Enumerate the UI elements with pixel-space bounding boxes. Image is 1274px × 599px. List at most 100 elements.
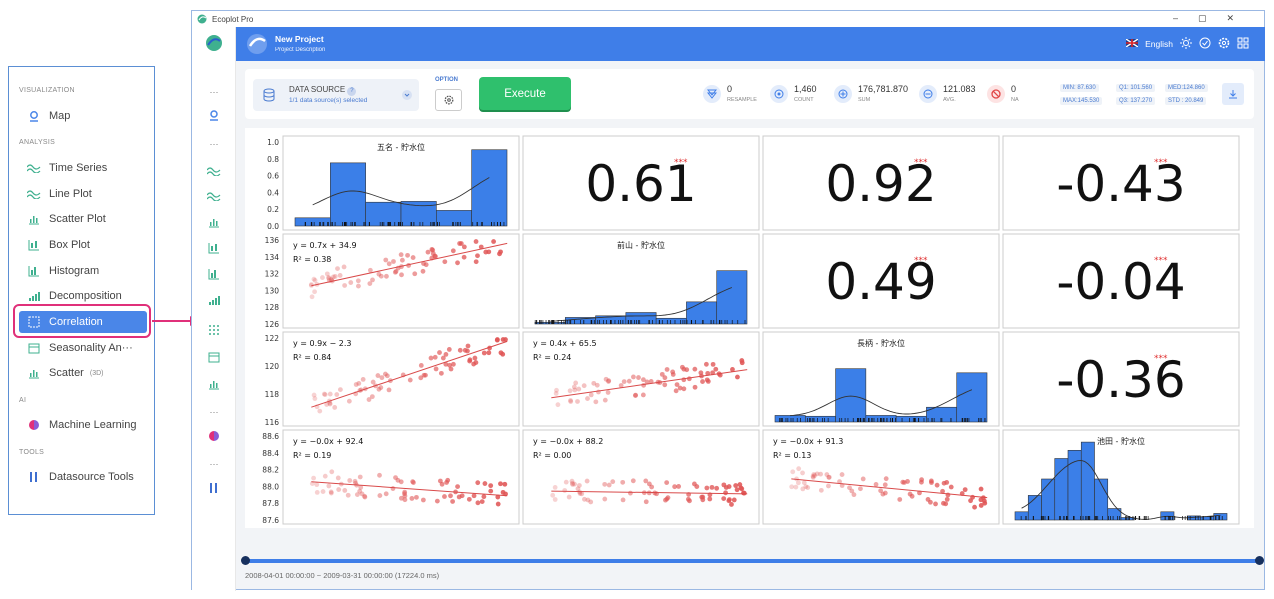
- histogram-bar: [294, 217, 331, 227]
- scatter-point: [360, 376, 366, 382]
- scatter-point: [553, 391, 559, 396]
- scatter-point: [851, 492, 857, 498]
- sidebar-item-histogram[interactable]: Histogram: [19, 260, 147, 282]
- sidebar-label: Correlation: [49, 316, 103, 328]
- scatter-point: [377, 493, 383, 498]
- scatter-point: [309, 294, 315, 300]
- scatter-point: [473, 259, 479, 265]
- plot-cell: [522, 135, 760, 231]
- scatter-point: [482, 481, 488, 486]
- sidebar-item-correlation[interactable]: Correlation: [19, 311, 147, 333]
- sidebar-item-map[interactable]: Map: [19, 105, 147, 127]
- scatter-point: [324, 271, 330, 277]
- scatter-point: [676, 484, 682, 489]
- histogram-bar: [471, 149, 508, 227]
- scatter-point: [402, 489, 408, 495]
- scatter-point: [457, 347, 463, 353]
- scatter-point: [314, 489, 320, 495]
- sun-icon[interactable]: [1180, 37, 1192, 51]
- scatter-point: [602, 397, 608, 403]
- datasource-selector[interactable]: DATA SOURCE ? 1/1 data source(s) selecte…: [253, 79, 419, 111]
- scatter-point: [826, 483, 831, 489]
- language-selector[interactable]: English: [1145, 39, 1173, 49]
- scatter-point: [398, 495, 404, 501]
- correlation-grid-icon[interactable]: [206, 323, 222, 337]
- scatter-point: [648, 378, 654, 384]
- pairplot-chart: 0.61*** 0.92*** -0.43***0.49*** -0.04***-0.…: [262, 135, 1244, 540]
- titlebar: Ecoplot Pro –▢✕: [192, 11, 1264, 27]
- scatter-point: [686, 376, 692, 382]
- scatter-point: [399, 272, 404, 278]
- option-button[interactable]: [435, 89, 462, 111]
- funnel-icon: [703, 85, 721, 103]
- execute-button[interactable]: Execute: [479, 77, 571, 110]
- section-visualization: VISUALIZATION: [19, 87, 75, 94]
- download-icon: [1229, 90, 1237, 99]
- scatter-point: [433, 366, 439, 372]
- scatter-point: [327, 401, 333, 407]
- scatter-point: [462, 347, 468, 353]
- scatter-icon[interactable]: [206, 215, 222, 229]
- bars-icon[interactable]: [206, 293, 222, 307]
- wave-icon[interactable]: [206, 189, 222, 203]
- wrench-icon[interactable]: [206, 481, 222, 495]
- grid-icon[interactable]: [1237, 37, 1249, 51]
- sidebar-item-scatter-3d[interactable]: Scatter (3D): [19, 362, 147, 384]
- scatter-point: [826, 474, 832, 480]
- histogram-bar: [655, 317, 687, 325]
- scatter-point: [568, 399, 574, 404]
- scatter-point: [309, 481, 315, 486]
- scatter-point: [439, 481, 445, 487]
- scatter-3d-icon[interactable]: [206, 377, 222, 391]
- sidebar-item-box-plot[interactable]: Box Plot: [19, 234, 147, 256]
- scatter-point: [944, 496, 950, 502]
- regression-equation: y = −0.0x + 92.4: [293, 437, 363, 446]
- scatter-point: [421, 372, 427, 378]
- sidebar-item-datasource-tools[interactable]: Datasource Tools: [19, 466, 147, 488]
- scatter-point: [429, 246, 435, 252]
- map-pin-icon[interactable]: [206, 108, 222, 122]
- seasonality-icon[interactable]: [206, 350, 222, 364]
- scatter-point: [354, 492, 360, 498]
- wave-icon[interactable]: [206, 164, 222, 178]
- histogram-bar: [895, 415, 927, 423]
- scatter-point: [466, 496, 472, 502]
- sidebar-item-line-plot[interactable]: Line Plot: [19, 183, 147, 205]
- scatter-point: [800, 486, 806, 492]
- window-controls[interactable]: –▢✕: [1172, 13, 1254, 23]
- stat-value: 176,781.870: [858, 84, 909, 94]
- download-button[interactable]: [1222, 83, 1244, 105]
- brain-icon[interactable]: [206, 429, 222, 443]
- gear-icon[interactable]: [1218, 37, 1230, 51]
- plot-cell: [282, 331, 520, 427]
- scatter-point: [357, 488, 363, 494]
- scatter-point: [568, 398, 573, 403]
- scatter-point: [713, 366, 719, 372]
- plot-cell: [762, 135, 1000, 231]
- check-circle-icon[interactable]: [1199, 37, 1211, 51]
- scatter-point: [570, 482, 576, 487]
- histogram-bar: [1213, 513, 1228, 521]
- scatter-point: [941, 480, 947, 486]
- scatter-point: [338, 387, 343, 393]
- scatter-point: [432, 354, 438, 360]
- sidebar-item-scatter-plot[interactable]: Scatter Plot: [19, 208, 147, 230]
- sidebar-item-machine-learning[interactable]: Machine Learning: [19, 414, 147, 436]
- y-tick-label: 0.0: [267, 222, 279, 231]
- app-header: New Project Project Description English: [236, 27, 1265, 61]
- histogram-icon[interactable]: [206, 267, 222, 281]
- box-plot-icon[interactable]: [206, 241, 222, 255]
- scatter-point: [428, 355, 434, 361]
- scatter-point: [342, 488, 348, 493]
- scatter-point: [684, 367, 690, 373]
- kde-curve: [550, 287, 733, 322]
- scatter-point: [407, 377, 413, 383]
- sidebar-item-decomposition[interactable]: Decomposition: [19, 285, 147, 307]
- y-tick-label: 1.0: [267, 138, 279, 147]
- sidebar-item-time-series[interactable]: Time Series: [19, 157, 147, 179]
- scatter-point: [703, 361, 709, 367]
- box-plot-icon: [27, 238, 41, 252]
- time-range-slider[interactable]: [241, 556, 1264, 565]
- sidebar-item-seasonality[interactable]: Seasonality An···: [19, 337, 147, 359]
- scatter-point: [810, 475, 816, 480]
